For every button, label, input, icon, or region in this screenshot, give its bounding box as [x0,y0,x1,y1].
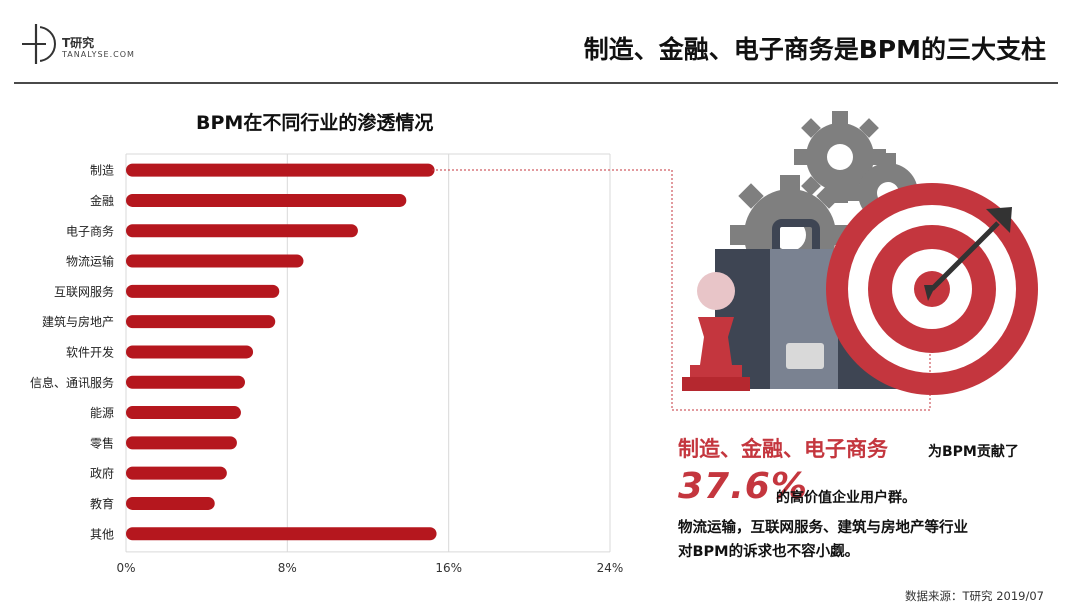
category-label: 零售 [90,435,114,450]
category-label: 其他 [90,527,114,541]
brand-domain: TANALYSE.COM [62,50,135,59]
x-tick-label: 8% [278,561,297,575]
category-label: 能源 [90,406,114,420]
bar [126,163,435,177]
category-label: 教育 [90,496,114,511]
brand-name: T研究 [62,36,95,50]
arrow-icon [924,207,1012,301]
x-tick-label: 0% [116,561,135,575]
callout-highlight: 制造、金融、电子商务 [678,437,888,461]
chess-pawn-icon [682,272,750,391]
bar [126,375,245,389]
page-title: 制造、金融、电子商务是BPM的三大支柱 [583,35,1046,64]
category-label: 互联网服务 [54,284,114,299]
callout-note-line-1: 物流运输，互联网服务、建筑与房地产等行业 [678,520,968,536]
category-label: 政府 [90,466,114,481]
source-note: 数据来源：T研究 2019/07 [905,589,1044,603]
chart-title: BPM在不同行业的渗透情况 [196,112,434,134]
category-label: 软件开发 [66,344,114,359]
category-label: 信息、通讯服务 [30,375,114,390]
category-label: 物流运输 [66,254,114,269]
bar [126,466,227,480]
callout-percentage: 37.6% [678,466,808,507]
bar [126,496,215,510]
bar [126,224,358,238]
category-label: 制造 [90,164,114,178]
business-target-illustration [682,111,1038,395]
category-label: 金融 [90,193,114,208]
bar [126,284,280,298]
bar [126,254,304,268]
brand-mark-icon [20,24,56,64]
x-tick-label: 16% [435,561,462,575]
category-label: 电子商务 [66,223,114,238]
category-label: 建筑与房地产 [42,314,114,329]
bar [126,527,437,541]
header-divider [14,82,1058,84]
callout-highlight-tail: 为BPM贡献了 [928,444,1019,460]
callout-percentage-tail: 的高价值企业用户群。 [776,490,916,506]
bar [126,436,237,450]
brand-logo: T研究 TANALYSE.COM [16,22,176,66]
bar [126,315,276,329]
bar [126,193,407,207]
bar-chart: 0% 8% 16% 24% 制造金融电子商务物流运输互联网服务建筑与房地产软件开发信息、… [30,153,624,575]
x-tick-label: 24% [597,561,624,575]
bar [126,406,241,420]
bar [126,345,254,359]
callout-note-line-2: 对BPM的诉求也不容小觑。 [678,544,860,560]
